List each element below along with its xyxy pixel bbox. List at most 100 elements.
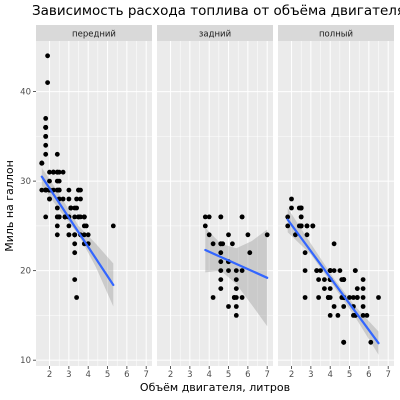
data-point — [289, 196, 294, 202]
data-point — [220, 241, 226, 247]
data-point — [298, 214, 304, 220]
data-point — [66, 196, 72, 202]
data-point — [322, 277, 327, 282]
data-point — [231, 295, 237, 300]
data-point — [226, 232, 231, 238]
x-tick-label: 4 — [327, 370, 332, 380]
data-point — [322, 286, 327, 291]
data-point — [66, 232, 72, 238]
data-point — [226, 304, 231, 309]
data-point — [327, 295, 333, 300]
data-point — [302, 268, 308, 273]
x-tick-label: 4 — [85, 370, 90, 380]
data-point — [354, 286, 360, 291]
data-point — [56, 178, 62, 184]
data-point — [318, 268, 323, 273]
x-tick-label: 5 — [226, 370, 231, 380]
facet-panel-1: передний 2 3 4 5 6 7 — [36, 25, 152, 380]
data-point — [360, 313, 366, 318]
data-point — [218, 214, 224, 220]
facet-strip — [36, 25, 152, 41]
x-tick-label: 7 — [143, 370, 148, 380]
data-point — [206, 214, 212, 220]
facet-strip-label: задний — [199, 30, 231, 40]
x-tick-label: 6 — [245, 370, 250, 380]
x-tick-label: 2 — [168, 370, 173, 380]
trend-line — [204, 248, 269, 279]
data-point — [202, 214, 208, 220]
x-tick-label: 2 — [289, 370, 294, 380]
data-point — [327, 286, 333, 291]
data-point — [331, 304, 337, 309]
x-tick-label: 3 — [66, 370, 71, 380]
data-point — [285, 214, 291, 220]
data-point — [43, 187, 49, 193]
data-point — [298, 205, 304, 211]
data-point — [60, 169, 66, 175]
x-tick-label: 5 — [105, 370, 110, 380]
x-tick-label: 4 — [206, 370, 211, 380]
data-point — [43, 214, 49, 220]
data-point — [310, 223, 316, 229]
data-point — [218, 259, 224, 265]
data-point — [347, 295, 352, 300]
data-point — [304, 232, 310, 238]
data-point — [341, 277, 347, 282]
trend-line — [286, 218, 380, 345]
data-point — [233, 277, 239, 282]
x-tick-label: 6 — [366, 370, 371, 380]
facet-strip-label: полный — [319, 30, 353, 40]
data-point — [233, 313, 239, 318]
data-point — [341, 339, 347, 345]
x-tick-label: 3 — [187, 370, 192, 380]
data-point — [337, 268, 343, 273]
data-point — [239, 295, 245, 300]
data-point — [85, 232, 91, 238]
data-point — [74, 196, 79, 202]
data-point — [245, 232, 251, 238]
data-point — [202, 223, 208, 229]
y-axis-title: Миль на галлон — [3, 160, 16, 252]
chart-title: Зависимость расхода топлива от объёма дв… — [32, 3, 400, 19]
data-point — [239, 214, 245, 220]
y-tick-label: 10 — [20, 356, 31, 366]
data-point — [66, 223, 72, 229]
facet-strip — [157, 25, 273, 41]
data-point — [233, 268, 239, 273]
data-point — [331, 268, 337, 273]
data-point — [45, 80, 50, 85]
y-tick-label: 40 — [20, 88, 31, 98]
data-point — [74, 205, 79, 211]
data-point — [327, 313, 333, 318]
data-point — [218, 277, 224, 282]
data-point — [289, 205, 294, 211]
panel-background — [157, 41, 273, 366]
data-point — [302, 295, 308, 300]
facet-strip-label: передний — [72, 30, 116, 40]
x-tick-label: 2 — [47, 370, 52, 380]
data-point — [210, 241, 216, 247]
data-point — [360, 277, 366, 282]
data-point — [72, 241, 78, 247]
data-point — [39, 160, 45, 166]
x-tick-label: 3 — [308, 370, 313, 380]
data-point — [239, 268, 245, 273]
data-point — [360, 304, 366, 309]
data-point — [335, 313, 341, 318]
x-axis-title: Объём двигателя, литров — [140, 381, 290, 394]
data-point — [298, 223, 304, 229]
data-point — [331, 241, 337, 247]
data-point — [302, 250, 308, 256]
data-point — [74, 295, 79, 300]
data-point — [72, 232, 78, 238]
data-point — [43, 151, 49, 157]
y-tick-label: 30 — [20, 177, 31, 187]
data-point — [76, 214, 81, 220]
panel-background — [278, 41, 394, 366]
data-point — [45, 53, 50, 59]
y-tick-label: 20 — [20, 267, 31, 277]
data-point — [62, 214, 68, 220]
data-point — [68, 205, 74, 211]
data-point — [314, 268, 320, 273]
data-point — [56, 214, 62, 220]
